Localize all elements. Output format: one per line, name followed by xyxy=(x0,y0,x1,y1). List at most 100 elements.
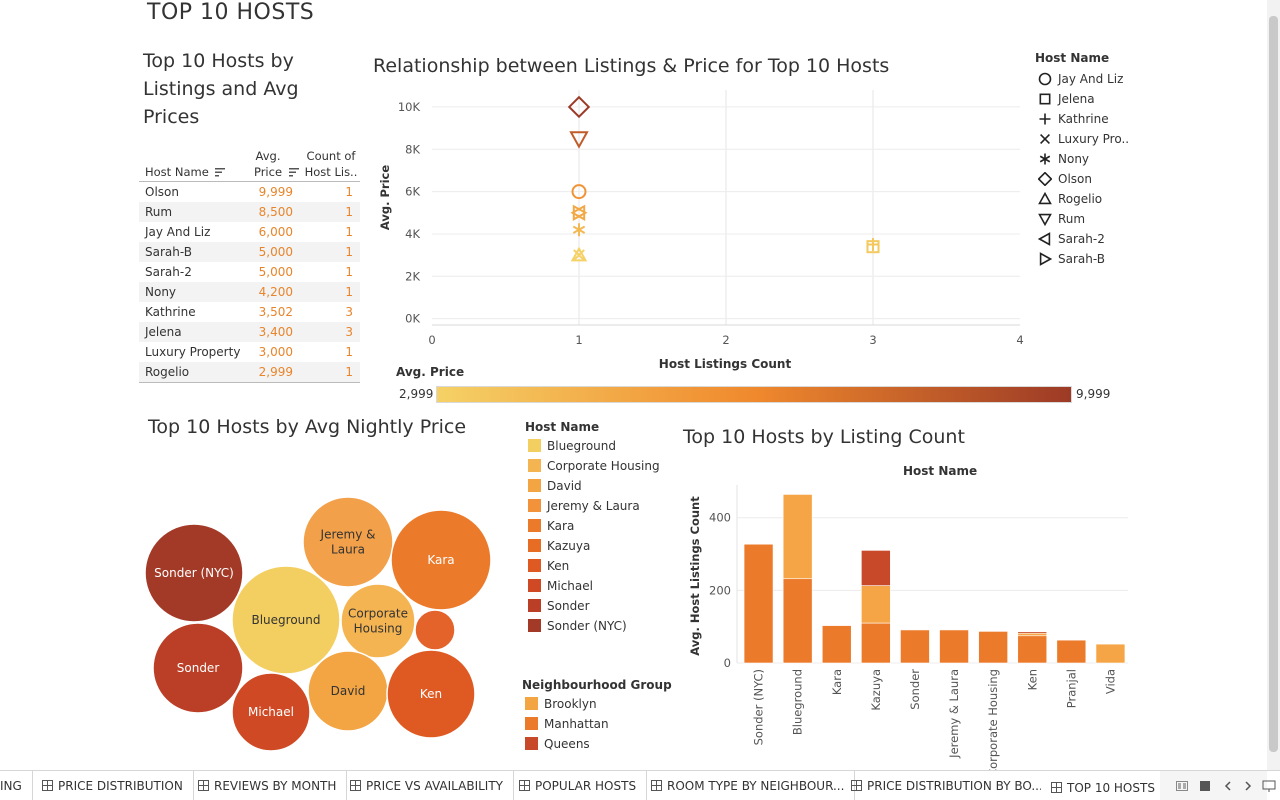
bar-segment-manhattan[interactable] xyxy=(939,629,969,664)
scatter-chart[interactable]: 0K 2K 4K 6K 8K 10K 0 1 2 3 4 Host Listings Count Avg… xyxy=(370,80,1030,380)
table-row[interactable]: Jelena 3,400 3 xyxy=(139,322,360,342)
bubble-unlabeled[interactable] xyxy=(414,609,456,651)
bubble-sonder-nyc-[interactable]: Sonder (NYC) xyxy=(144,523,244,623)
bar-segment-manhattan[interactable] xyxy=(861,622,891,664)
bar-category-label: Pranjal xyxy=(1064,669,1078,708)
tabs-view-icon[interactable] xyxy=(1200,781,1210,791)
bar-segment-brooklyn[interactable] xyxy=(1017,632,1048,637)
color-swatch xyxy=(528,519,541,532)
square-icon xyxy=(1039,93,1051,105)
table-title-line: Prices xyxy=(143,106,200,128)
bubble-label: Michael xyxy=(248,705,294,719)
next-tab-icon[interactable] xyxy=(1244,781,1252,791)
tab-price-distribution[interactable]: PRICE DISTRIBUTION xyxy=(32,771,194,800)
bar-segment-queens[interactable] xyxy=(1017,631,1048,634)
bubble-david[interactable]: David xyxy=(307,650,389,732)
bar-segment-manhattan[interactable] xyxy=(1017,635,1048,664)
triangle-left-icon xyxy=(1038,232,1051,246)
scatter-point-jelena[interactable] xyxy=(866,240,880,254)
bar-segment-manhattan[interactable] xyxy=(900,629,930,664)
bubble-label: Housing xyxy=(354,622,403,636)
bar-segment-queens[interactable] xyxy=(861,550,891,586)
table-header: Host Name Avg. Price Count of Host Lis.. xyxy=(139,146,360,182)
filmstrip-icon[interactable] xyxy=(1176,781,1188,791)
bubble-kara[interactable]: Kara xyxy=(390,509,492,611)
avg-price-header[interactable]: Avg. Price xyxy=(250,148,286,180)
bar-segment-brooklyn[interactable] xyxy=(1095,643,1126,664)
table-row[interactable]: Jay And Liz 6,000 1 xyxy=(139,222,360,242)
host-color-legend-label: Jeremy & Laura xyxy=(547,499,640,513)
scatter-y-tick: 0K xyxy=(405,312,420,326)
host-color-legend: Host Name Blueground Corporate Housing Dav… xyxy=(525,420,675,634)
table-row[interactable]: Rogelio 2,999 1 xyxy=(139,362,360,382)
table-row[interactable]: Sarah-2 5,000 1 xyxy=(139,262,360,282)
bubble-label: Ken xyxy=(420,687,442,701)
host-name-header-label: Host Name xyxy=(145,165,209,179)
bubble-michael[interactable]: Michael xyxy=(231,672,311,752)
bar-segment-manhattan[interactable] xyxy=(1056,639,1087,664)
scatter-point-rum[interactable] xyxy=(569,131,589,149)
tab-label: ROOM TYPE BY NEIGHBOUR... xyxy=(667,779,845,793)
bar-chart[interactable]: 0 200 400 Avg. Host Listings Count Sonder (N… xyxy=(680,480,1140,770)
scatter-point-luxury-property[interactable] xyxy=(573,249,585,262)
scatter-point-nony[interactable] xyxy=(572,223,586,237)
count-header[interactable]: Count of Host Lis.. xyxy=(303,148,359,180)
table-row[interactable]: Rum 8,500 1 xyxy=(139,202,360,222)
plus-icon xyxy=(1039,113,1051,125)
color-swatch xyxy=(525,697,538,710)
bar-segment-manhattan[interactable] xyxy=(821,625,852,664)
bar-segment-manhattan[interactable] xyxy=(782,578,813,664)
bubble-label: Kara xyxy=(427,553,454,567)
prev-tab-icon[interactable] xyxy=(1224,781,1232,791)
scatter-point-rogelio[interactable] xyxy=(570,246,588,262)
tab-price-vs-availability[interactable]: PRICE VS AVAILABILITY xyxy=(340,771,514,800)
tab-popular-hosts[interactable]: POPULAR HOSTS xyxy=(509,771,648,800)
bubble-blueground[interactable]: Blueground xyxy=(231,565,341,675)
group-color-legend-label: Queens xyxy=(544,737,590,751)
presentation-icon[interactable] xyxy=(1262,780,1276,792)
sort-icon[interactable] xyxy=(289,168,299,177)
scatter-x-tick: 3 xyxy=(869,333,876,347)
group-color-legend: Neighbourhood Group Brooklyn Manhattan Que… xyxy=(522,678,672,752)
bar-segment-brooklyn[interactable] xyxy=(861,585,891,624)
table-row[interactable]: Kathrine 3,502 3 xyxy=(139,302,360,322)
table-row[interactable]: Luxury Property 3,000 1 xyxy=(139,342,360,362)
bar-segment-manhattan[interactable] xyxy=(978,631,1008,664)
bar-segment-manhattan[interactable] xyxy=(743,543,774,664)
color-scale-max: 9,999 xyxy=(1076,387,1111,401)
color-swatch xyxy=(528,499,541,512)
tab-reviews-by-month[interactable]: REVIEWS BY MONTH xyxy=(188,771,348,800)
bar-segment-brooklyn[interactable] xyxy=(782,494,813,580)
shape-legend-label: Kathrine xyxy=(1058,112,1109,126)
table-row[interactable]: Nony 4,200 1 xyxy=(139,282,360,302)
scatter-point-olson[interactable] xyxy=(567,95,591,119)
bubble-sonder[interactable]: Sonder xyxy=(152,622,244,714)
scatter-point-jay-and-liz[interactable] xyxy=(571,184,587,200)
tab-listing[interactable]: ING xyxy=(0,771,33,800)
tab-price-distribution-by-borough[interactable]: PRICE DISTRIBUTION BY BO... xyxy=(841,771,1054,800)
tab-label: PRICE DISTRIBUTION BY BO... xyxy=(867,779,1043,793)
tab-room-type-by-neighbourhood[interactable]: ROOM TYPE BY NEIGHBOUR... xyxy=(641,771,856,800)
bubble-jeremy-laura[interactable]: Jeremy &Laura xyxy=(302,496,394,588)
table-row[interactable]: Sarah-B 5,000 1 xyxy=(139,242,360,262)
bubble-label: Corporate xyxy=(348,607,408,621)
scatter-point-sarah-2[interactable] xyxy=(570,204,586,221)
sort-icon[interactable] xyxy=(215,168,226,177)
color-scale-bar[interactable] xyxy=(436,386,1072,403)
tab-top-10-hosts[interactable]: TOP 10 HOSTS xyxy=(1041,771,1166,800)
host-name-header[interactable]: Host Name xyxy=(145,164,226,180)
bar-column-header: Host Name xyxy=(903,464,978,478)
bar-category-label: Sonder xyxy=(908,669,922,710)
row-avg-price: 3,502 xyxy=(258,305,293,319)
table-row[interactable]: Olson 9,999 1 xyxy=(139,182,360,202)
bubble-chart[interactable]: Sonder (NYC) Blueground Jeremy &Laura Kara C… xyxy=(140,490,500,755)
color-swatch xyxy=(528,479,541,492)
bubble-label: Jeremy & xyxy=(320,528,376,542)
scatter-y-tick: 4K xyxy=(405,227,420,241)
bubble-ken[interactable]: Ken xyxy=(386,649,476,739)
bubble-label: Blueground xyxy=(251,613,320,627)
row-avg-price: 8,500 xyxy=(258,205,293,219)
scrollbar-thumb[interactable] xyxy=(1269,16,1278,752)
bar-category-label: Jeremy & Laura xyxy=(947,669,961,759)
